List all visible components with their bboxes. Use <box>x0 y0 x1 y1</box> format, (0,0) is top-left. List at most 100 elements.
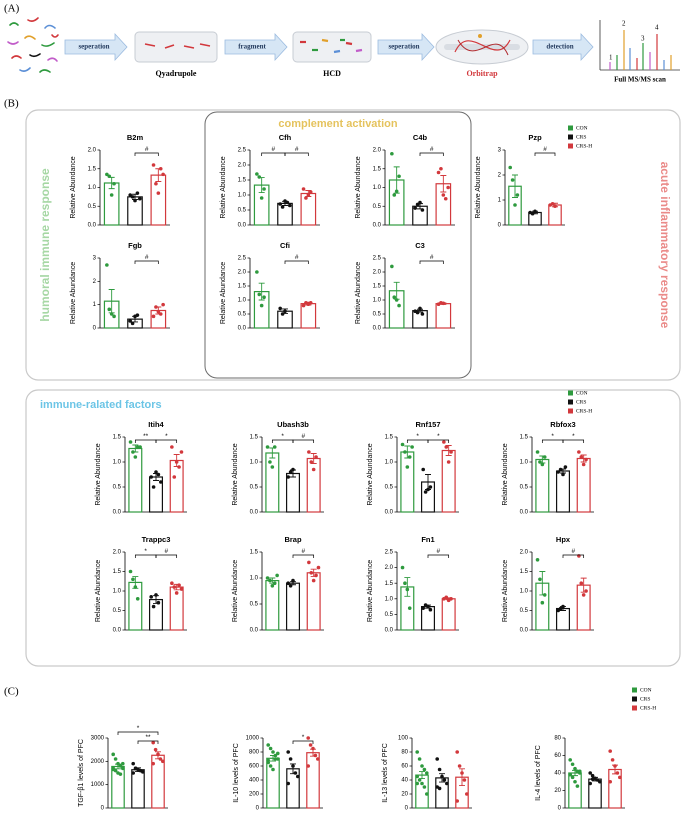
legend-label: CRS <box>576 399 586 405</box>
data-point <box>154 305 158 309</box>
data-point <box>316 565 321 570</box>
y-tick-label: 2.0 <box>520 550 529 556</box>
y-tick-label: 2.0 <box>385 565 394 571</box>
data-point <box>437 786 442 791</box>
data-point <box>309 460 314 464</box>
significance-bracket <box>134 152 159 156</box>
data-point <box>538 577 542 582</box>
data-point <box>135 191 140 195</box>
data-point <box>313 753 318 758</box>
legend-label: CRS-H <box>576 408 592 414</box>
y-tick-label: 80 <box>554 736 561 742</box>
significance-label: # <box>295 146 299 153</box>
data-point <box>444 445 449 449</box>
data-point <box>442 778 447 782</box>
legend-label: CRS <box>576 134 586 140</box>
data-point <box>172 475 177 479</box>
y-tick-label: 20 <box>554 788 561 794</box>
data-point <box>457 764 462 768</box>
chart-title: Trappc3 <box>142 535 171 544</box>
data-point <box>135 597 140 601</box>
chart-title: Brap <box>284 535 302 544</box>
data-point <box>584 589 588 593</box>
y-tick-label: 0.0 <box>113 628 122 634</box>
significance-bracket <box>137 740 159 744</box>
step-label: seperation <box>388 43 419 51</box>
data-point <box>154 470 158 474</box>
data-point <box>449 597 453 601</box>
data-point <box>288 203 292 208</box>
data-point <box>306 764 311 768</box>
data-point <box>316 757 320 761</box>
data-point <box>570 775 575 780</box>
data-point <box>259 303 264 308</box>
data-point <box>112 181 116 186</box>
bar <box>103 182 120 226</box>
data-point <box>257 175 262 179</box>
y-tick-label: 0.5 <box>385 485 394 491</box>
data-point <box>276 751 280 756</box>
data-point <box>130 321 135 326</box>
bar <box>266 757 280 809</box>
data-point <box>128 319 132 323</box>
y-tick-label: 0.5 <box>520 608 529 614</box>
data-point <box>415 750 420 754</box>
significance-label: * <box>144 548 147 555</box>
quadrupole <box>134 31 218 63</box>
data-point <box>262 295 266 300</box>
data-point <box>156 191 161 195</box>
significance-label: # <box>295 254 299 261</box>
data-point <box>151 740 155 745</box>
data-point <box>550 201 555 206</box>
data-point <box>400 565 405 570</box>
y-tick-label: 0.5 <box>373 312 382 318</box>
legend-swatch <box>568 134 573 140</box>
y-tick-label: 2.0 <box>113 550 122 556</box>
data-point <box>309 571 314 575</box>
data-point <box>135 313 140 317</box>
y-tick-label: 0.5 <box>113 608 122 614</box>
y-tick-label: 0.0 <box>520 510 529 516</box>
significance-bracket <box>419 260 444 264</box>
legend-label: CON <box>576 390 588 396</box>
chart-title: C4b <box>413 133 428 142</box>
significance-label: # <box>145 254 149 261</box>
data-point <box>508 165 512 170</box>
data-point <box>268 460 272 464</box>
data-point <box>394 189 399 194</box>
y-axis-label: Relative Abundance <box>232 560 239 622</box>
data-point <box>314 573 318 578</box>
data-point <box>286 581 291 585</box>
data-point <box>151 314 156 319</box>
y-tick-label: 40 <box>401 778 408 784</box>
significance-bracket <box>534 152 556 156</box>
data-point <box>273 757 278 761</box>
bar <box>568 772 582 809</box>
data-point <box>113 757 118 761</box>
data-point <box>133 198 137 203</box>
data-point <box>158 166 163 171</box>
legend-swatch <box>568 408 573 414</box>
y-axis-label: Relative Abundance <box>475 156 482 218</box>
data-point <box>262 187 266 191</box>
data-point <box>149 475 153 479</box>
data-point <box>131 771 135 775</box>
bar <box>128 581 143 631</box>
y-tick-label: 0.0 <box>250 628 259 634</box>
data-point <box>455 799 460 803</box>
data-point <box>118 764 123 768</box>
y-tick-label: 1.5 <box>520 569 529 575</box>
bar <box>415 774 429 809</box>
data-point <box>275 573 279 578</box>
y-tick-label: 0.5 <box>113 485 122 491</box>
data-point <box>460 771 464 775</box>
group-title: acute inflammatory response <box>658 162 672 329</box>
y-tick-label: 2.5 <box>238 256 247 262</box>
data-point <box>444 595 449 600</box>
significance-bracket <box>427 554 450 558</box>
data-point <box>577 554 581 558</box>
y-tick-label: 1.0 <box>373 185 382 191</box>
data-point <box>268 578 272 583</box>
y-axis-label: IL-4 levels of PFC <box>535 745 542 801</box>
bar <box>441 449 456 513</box>
